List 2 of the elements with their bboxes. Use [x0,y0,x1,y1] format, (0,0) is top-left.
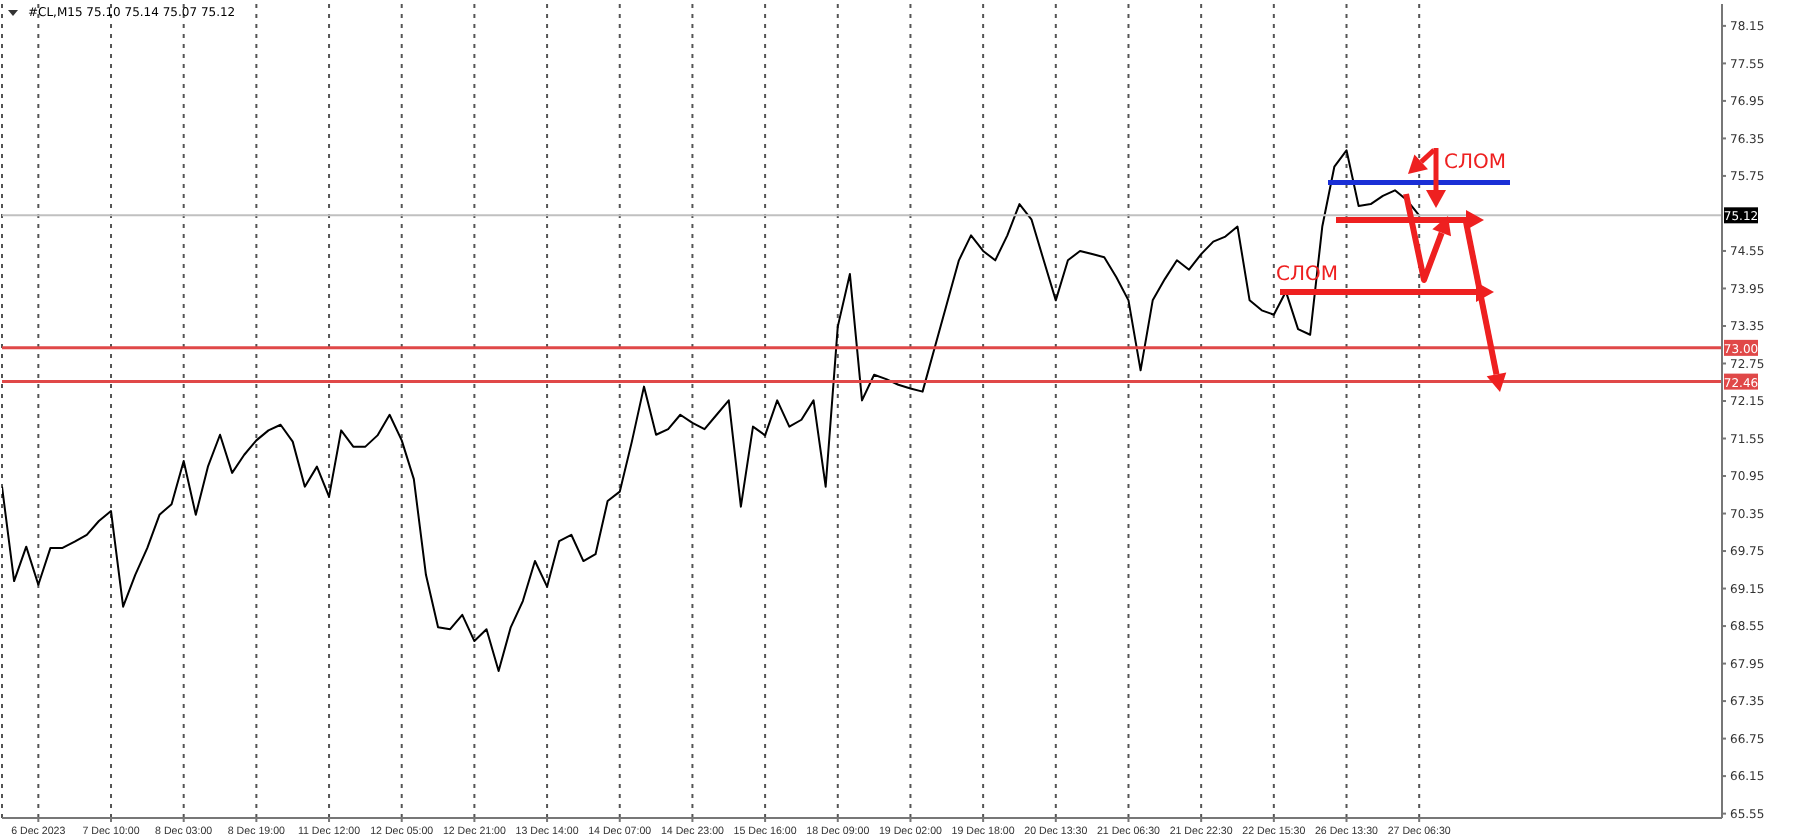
annotation: СЛОМ [1444,152,1507,174]
line-series [2,149,1421,673]
